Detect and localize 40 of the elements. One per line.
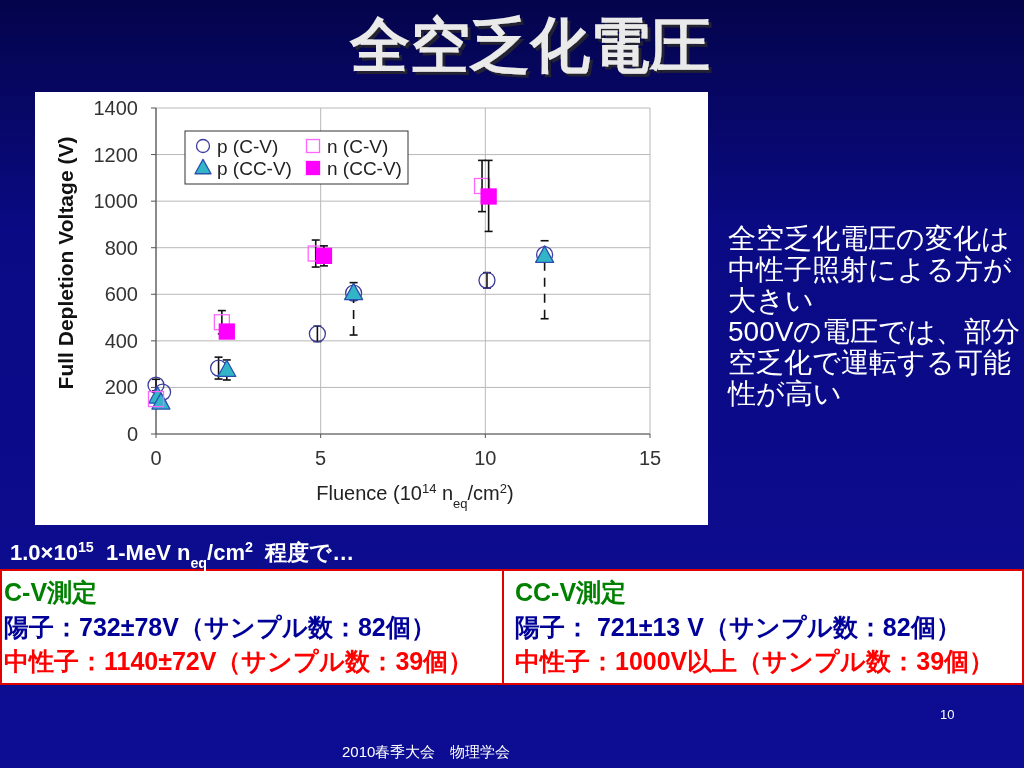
text: 中性子：1140±72V（サンプル数：39個） — [4, 647, 474, 675]
point — [217, 359, 237, 378]
text: 1.0×10$^{15}$ 1-MeV n$_{eq}$/cm$^{2}$ 程度で… — [10, 539, 355, 571]
text: 2010春季大会 物理学会 — [342, 743, 511, 760]
y-tick-label: 400 — [104, 329, 138, 352]
point — [473, 177, 491, 195]
point — [218, 323, 235, 340]
text: 全空乏化電圧の変化は中性子照射による方が大きい — [728, 223, 1012, 316]
text: 陽子： 721±13 V（サンプル数：82個） — [515, 613, 961, 641]
legend-label: p (CC-V) — [217, 157, 292, 179]
point — [480, 188, 497, 205]
y-tick-label: 600 — [104, 283, 138, 306]
legend-label: n (CC-V) — [327, 157, 402, 179]
point — [308, 325, 327, 343]
y-tick-label: 800 — [104, 236, 138, 259]
point — [147, 376, 165, 394]
y-tick-label: 1200 — [93, 143, 138, 166]
x-axis-title: Fluence (10$^{14}$ n$_{eq}$/cm$^{2}$) — [316, 480, 514, 511]
text: CC-V測定 — [515, 578, 627, 606]
x-tick-label: 15 — [638, 447, 662, 469]
point — [478, 271, 496, 289]
text: 中性子：1000V以上（サンプル数：39個） — [515, 647, 995, 675]
y-tick-label: 1400 — [93, 97, 138, 119]
chart-title: 全空乏化電圧 — [349, 12, 710, 79]
x-tick-label: 5 — [315, 447, 327, 469]
point — [315, 247, 333, 265]
x-tick-label: 10 — [474, 447, 497, 469]
x-tick-label: 0 — [150, 447, 162, 469]
point — [147, 390, 165, 408]
text: 10 — [940, 707, 955, 722]
y-tick-label: 200 — [104, 376, 138, 399]
y-tick-label: 1000 — [93, 190, 138, 213]
legend-label: n (C-V) — [327, 135, 389, 157]
y-axis-title: Full Depletion Voltage (V) — [54, 136, 77, 390]
text: C-V測定 — [4, 578, 98, 606]
text: 500Vの電圧では、部分空乏化で運転する可能性が高い — [727, 316, 1021, 409]
point — [153, 383, 172, 401]
text: 陽子：732±78V（サンプル数：82個） — [4, 613, 436, 641]
y-tick-label: 0 — [126, 423, 138, 445]
legend-label: p (C-V) — [217, 135, 279, 157]
